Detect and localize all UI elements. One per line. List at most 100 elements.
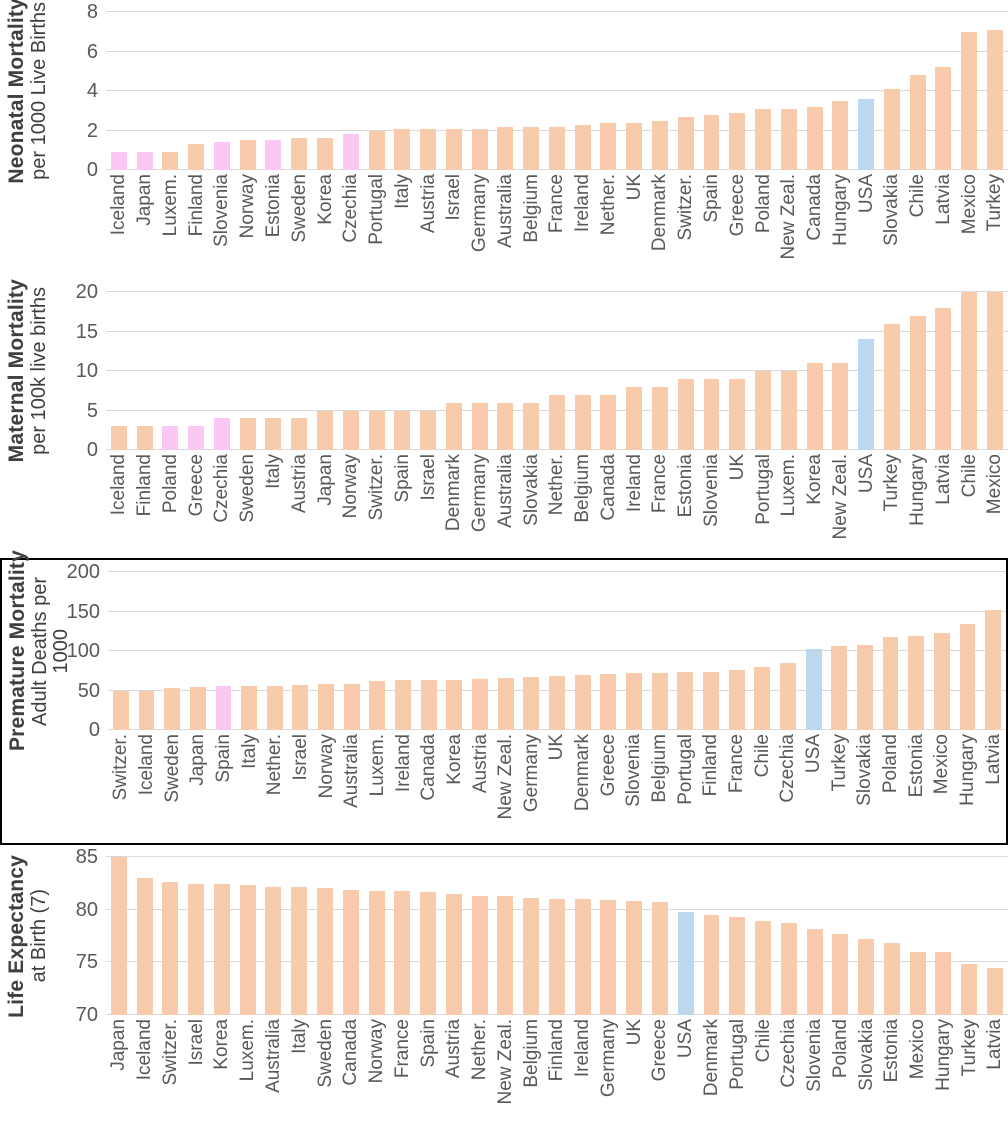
bar-cell [415, 857, 441, 1015]
x-label-cell: France [389, 1015, 415, 1125]
x-axis-label: Canada [340, 1019, 362, 1086]
bar-cell [879, 292, 905, 450]
bar-france [651, 386, 668, 450]
x-axis-label: UK [546, 734, 568, 761]
x-axis-label: Spain [391, 454, 413, 503]
bar-sweden [239, 418, 256, 450]
bar-slovenia [626, 673, 642, 730]
x-axis-label: Poland [159, 454, 181, 514]
bar-cell [982, 12, 1008, 170]
gridline [106, 856, 1008, 857]
x-label-cell: Poland [158, 450, 184, 558]
bar-cell [416, 572, 442, 730]
x-axis-label: Nether. [264, 734, 286, 796]
x-axis-label: Portugal [726, 1019, 748, 1090]
x-label-cell: Sweden [159, 730, 185, 843]
bar-cell [312, 292, 338, 450]
x-label-cell: New Zeal. [776, 170, 802, 280]
plot-area [106, 291, 1008, 450]
x-label-cell: Israel [441, 170, 467, 280]
bar-cell [724, 292, 750, 450]
bar-iceland [110, 152, 127, 170]
x-axis-label: Korea [314, 174, 336, 225]
x-axis-label: Portugal [674, 734, 696, 805]
bar-cell [415, 12, 441, 170]
x-label-cell: Nether. [544, 450, 570, 558]
x-label-cell: Greece [595, 730, 621, 843]
gridline [106, 11, 1008, 12]
bar-cell [132, 857, 158, 1015]
x-axis-label: Austria [288, 454, 310, 514]
bar-cell [288, 572, 314, 730]
gridline [108, 571, 1006, 572]
x-label-cell: Nether. [467, 1015, 493, 1125]
x-axis-label: Israel [443, 174, 465, 221]
x-label-cell: Canada [596, 450, 622, 558]
x-label-cell: Turkey [879, 450, 905, 558]
x-axis-label: Belgium [520, 174, 542, 243]
x-label-cell: Slovakia [879, 170, 905, 280]
bar-cell [879, 12, 905, 170]
x-label-cell: Greece [724, 170, 750, 280]
bar-korea [317, 138, 333, 170]
bar-portugal [755, 371, 771, 450]
x-axis-label: Italy [288, 1019, 310, 1054]
x-axis-label: Turkey [958, 1019, 980, 1077]
bar-cell [492, 857, 518, 1015]
bar-nether [548, 394, 565, 450]
x-label-cell: Estonia [261, 170, 287, 280]
x-axis-label: Japan [134, 174, 156, 226]
bar-chile [755, 921, 771, 1015]
bar-cell [183, 292, 209, 450]
x-axis-label: Sweden [237, 454, 259, 523]
x-axis-label: Finland [134, 454, 156, 517]
bar-cell [699, 857, 725, 1015]
bar-hungary [909, 315, 926, 450]
bar-norway [239, 140, 256, 170]
x-axis-label: Spain [212, 734, 234, 783]
x-label-cell: Switzer. [158, 1015, 184, 1125]
y-tick-label: 150 [66, 600, 100, 623]
bar-cell [209, 857, 235, 1015]
bar-mexico [933, 632, 950, 730]
y-axis-ticks: 70 75 80 85 [56, 847, 106, 1025]
bar-cell [132, 12, 158, 170]
x-axis-label: Belgium [649, 734, 671, 803]
x-label-cell: Australia [492, 170, 518, 280]
bar-cell [312, 12, 338, 170]
x-axis-label: Switzer. [110, 734, 132, 801]
bar-korea [446, 680, 463, 730]
bar-cell [982, 857, 1008, 1015]
x-label-cell: Israel [288, 730, 314, 843]
bar-italy [241, 685, 258, 730]
x-label-cell: Austria [415, 170, 441, 280]
y-tick-label: 0 [86, 159, 98, 181]
x-label-cell: Sweden [286, 170, 312, 280]
bar-czechia [779, 662, 796, 730]
bar-cell [134, 572, 160, 730]
x-axis-label: Iceland [135, 734, 157, 796]
x-axis-label: Spain [417, 1019, 439, 1068]
bar-cell [492, 12, 518, 170]
y-axis-title: Premature Mortality Adult Deaths per 100… [2, 550, 72, 751]
axis-title-main: Maternal Mortality [4, 279, 28, 463]
x-label-cell: New Zeal. [492, 1015, 518, 1125]
bar-cell [852, 572, 878, 730]
x-label-cell: Hungary [931, 1015, 957, 1125]
x-axis-label: New Zeal. [778, 174, 800, 260]
bar-norway [318, 684, 335, 730]
bar-cell [749, 572, 775, 730]
bar-austria [445, 893, 462, 1015]
bar-israel [445, 128, 462, 170]
y-tick-label: 0 [88, 719, 100, 741]
bar-norway [368, 890, 385, 1015]
y-tick-label: 4 [86, 80, 98, 102]
bar-cell [621, 292, 647, 450]
bar-france [394, 890, 411, 1015]
x-label-cell: Australia [261, 1015, 287, 1125]
x-axis-label: Slovakia [881, 174, 903, 246]
bar-cell [699, 292, 725, 450]
bar-cell [724, 572, 750, 730]
bar-poland [832, 933, 849, 1015]
bar-greece [600, 673, 617, 730]
